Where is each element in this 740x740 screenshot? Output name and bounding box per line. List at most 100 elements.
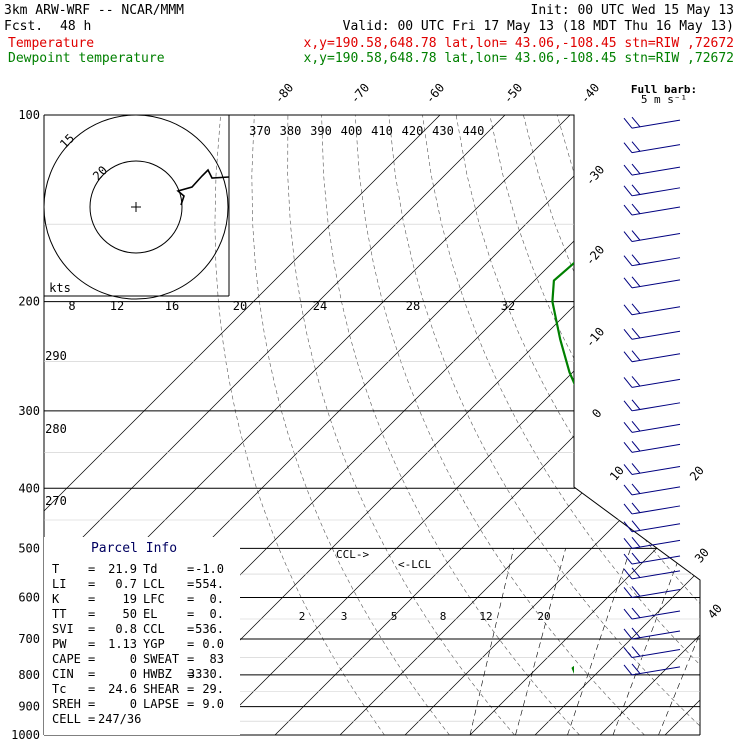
parcel-key-1: SREH	[52, 697, 81, 711]
parcel-cell-value: 247/36	[98, 712, 141, 726]
wind-barb-flag	[631, 116, 641, 128]
wind-barb-flag	[631, 663, 641, 674]
dry-adiabat	[251, 115, 450, 735]
dry-adiabat	[725, 115, 740, 735]
isotherm-label: -10	[583, 325, 608, 351]
wind-barb-staff	[631, 649, 681, 659]
isotherm-line	[209, 115, 700, 735]
hodograph-ring-label: 20	[90, 163, 110, 183]
wind-barb-flag	[631, 399, 641, 410]
parcel-eq-2: =	[187, 697, 194, 711]
dry-adiabat	[388, 115, 700, 735]
parcel-eq-2: =	[187, 637, 194, 651]
wind-barb-flag	[623, 503, 633, 515]
pressure-label-300: 300	[18, 404, 40, 418]
wind-barb-flag	[623, 142, 633, 153]
wind-barb-flag	[631, 421, 641, 432]
hodograph: kts 8 12 16 20 24 28 32 15 20	[43, 114, 515, 313]
wind-barb-flag	[623, 400, 633, 412]
wind-barb-flag	[623, 277, 633, 289]
wind-barb-flag	[623, 185, 633, 197]
wind-barb-flag	[631, 163, 641, 175]
wind-barb-staff	[631, 523, 681, 533]
parcel-key-1: T	[52, 562, 59, 576]
parcel-value-1: 1.13	[108, 637, 137, 651]
parcel-value-2: 29.	[202, 682, 224, 696]
dry-adiabat	[214, 115, 385, 735]
hodograph-axis-label: 12	[110, 299, 124, 313]
parcel-key-2: HWBZ	[143, 667, 172, 681]
wind-barb-flag	[631, 254, 641, 265]
wind-barb-flag	[631, 520, 641, 531]
parcel-key-2: LCL	[143, 577, 165, 591]
parcel-value-1: 19	[123, 592, 137, 606]
isotherm-line	[44, 115, 441, 735]
wind-barb-staff	[631, 402, 681, 412]
hodograph-axis-label: 8	[68, 299, 75, 313]
parcel-key-1: LI	[52, 577, 66, 591]
parcel-value-1: 0.7	[115, 577, 137, 591]
fcst-value: 48 h	[60, 19, 91, 34]
parcel-value-2: 3330.	[188, 667, 224, 681]
wind-barb-flag	[631, 230, 641, 241]
pressure-label-800: 800	[18, 668, 40, 682]
wind-barb-staff	[631, 486, 681, 496]
pressure-label-500: 500	[18, 541, 40, 555]
theta-e-label: 400	[341, 124, 363, 138]
wind-barb-flag	[631, 627, 641, 638]
barb-legend-title: Full barb:	[631, 83, 697, 96]
mixing-ratio-line	[658, 548, 700, 735]
wind-barb-flag	[623, 117, 633, 129]
isotherm-label: -80	[272, 81, 297, 107]
ccl-marker: CCL->	[336, 548, 369, 561]
wind-barb-staff	[631, 465, 681, 475]
wind-barb-staff	[631, 166, 681, 176]
wind-barb-flag	[623, 204, 633, 216]
wind-barb-flag	[631, 586, 641, 597]
temperature-legend-info: x,y=190.58,648.78 lat,lon= 43.06,-108.45…	[304, 36, 734, 51]
parcel-eq-1: =	[88, 682, 95, 696]
isotherm-label: 40	[705, 601, 725, 621]
isotherm-line	[404, 115, 700, 735]
parcel-eq-1: =	[88, 637, 95, 651]
wind-barb-flag	[623, 328, 633, 340]
parcel-eq-1: =	[88, 697, 95, 711]
theta-label: 290	[45, 349, 67, 363]
parcel-value-2: 536.	[195, 622, 224, 636]
parcel-key-2: EL	[143, 607, 157, 621]
dry-adiabat	[287, 115, 515, 735]
isotherm-label: -20	[583, 243, 608, 269]
wind-barb-flag	[631, 303, 641, 314]
wind-barb-flag	[623, 422, 633, 433]
dry-adiabat	[691, 115, 700, 735]
wind-barb-staff	[631, 505, 681, 515]
wind-barb-staff	[631, 378, 681, 388]
wind-barb-flag	[623, 377, 633, 388]
wind-barb-flag	[623, 553, 633, 565]
wind-barb-staff	[631, 257, 681, 267]
parcel-key-2: CCL	[143, 622, 165, 636]
wind-barb-flag	[623, 464, 633, 475]
wind-barb-flag	[623, 608, 633, 620]
mixing-ratio-line	[469, 548, 514, 735]
parcel-value-2: 9.0	[202, 697, 224, 711]
isotherm-line	[599, 115, 700, 735]
dewpoint-legend-label: Dewpoint temperature	[8, 51, 165, 66]
wind-barb-flag	[631, 607, 641, 619]
isotherm-line	[730, 115, 740, 735]
isotherm-label: -70	[348, 81, 373, 107]
hodograph-ring-inner	[89, 160, 183, 254]
hodograph-ring-outer	[43, 114, 229, 300]
init-time: Init: 00 UTC Wed 15 May 13	[531, 3, 735, 18]
wind-barb-flag	[623, 255, 633, 266]
lcl-marker: <-LCL	[398, 558, 431, 571]
mixing-ratio-label: 5	[391, 610, 398, 623]
parcel-value-1: 0	[130, 697, 137, 711]
theta-e-label: 420	[402, 124, 424, 138]
wind-barb-staff	[631, 144, 681, 154]
isotherm-label: 30	[692, 545, 712, 565]
parcel-value-2: 554.	[195, 577, 224, 591]
temperature-profile	[591, 115, 740, 681]
parcel-eq-2: =	[187, 562, 194, 576]
dry-adiabat	[321, 115, 580, 735]
